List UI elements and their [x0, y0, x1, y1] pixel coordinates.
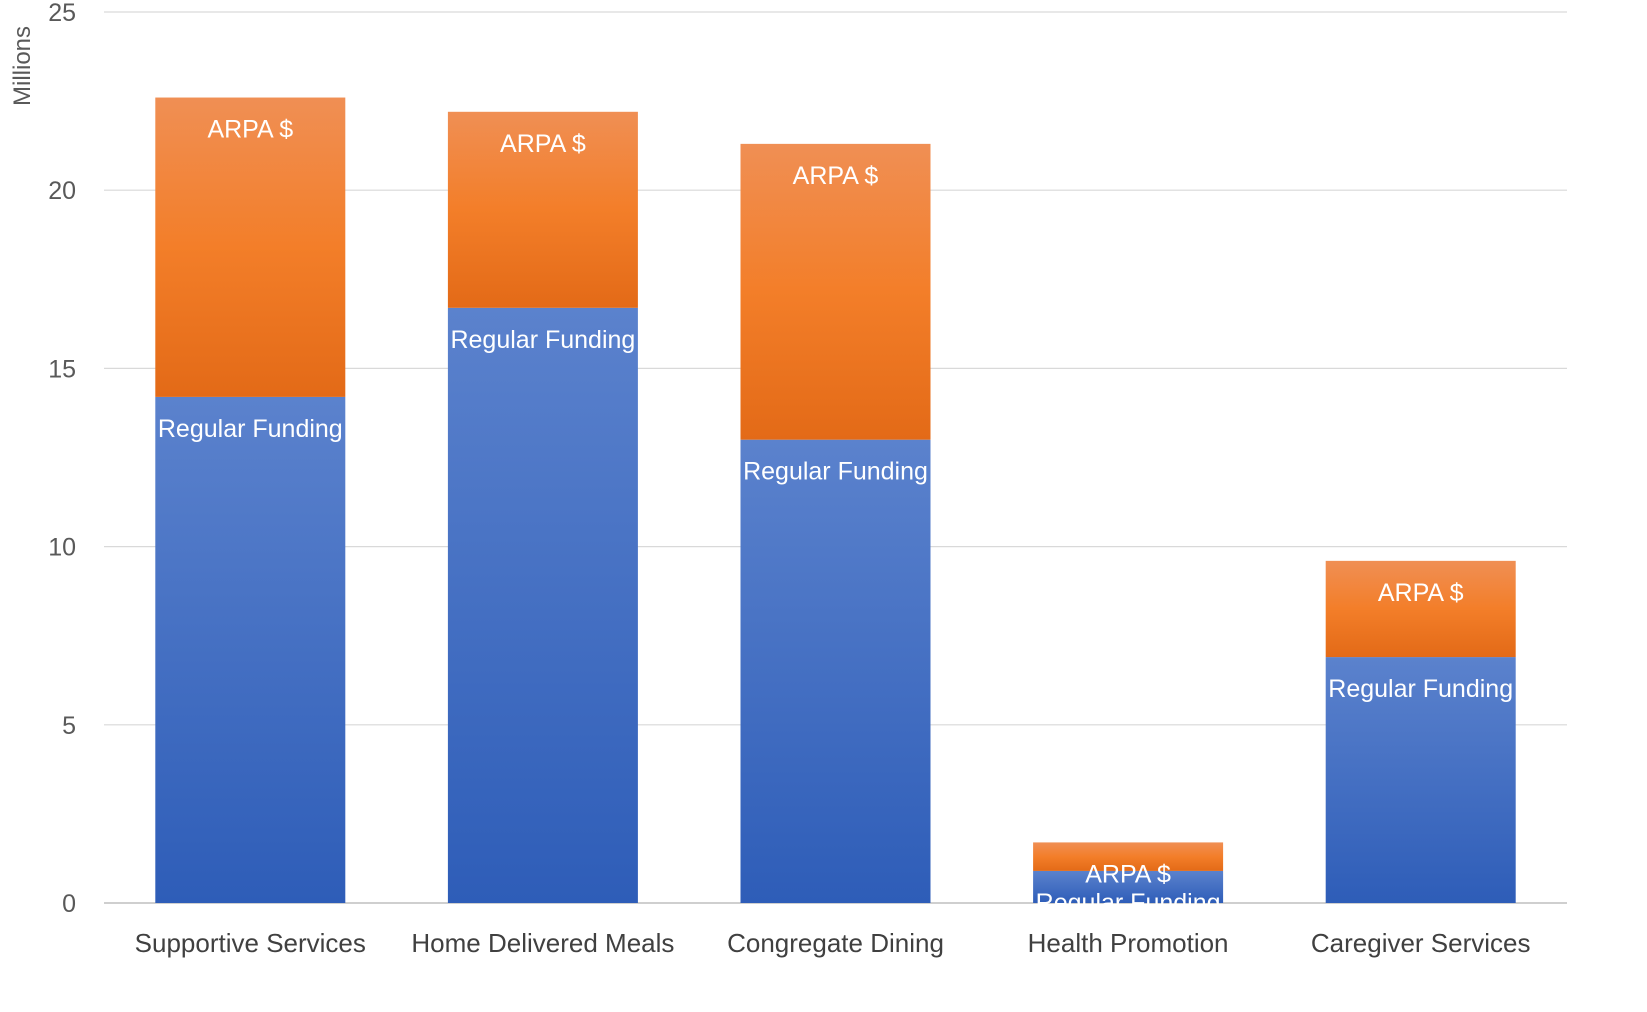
bar-segment	[740, 439, 931, 903]
data-label: Regular Funding	[1328, 675, 1513, 703]
bar-segment	[447, 111, 638, 308]
y-axis: 0 5 10 15 20 25 Supportive Services Home Delive…	[48, 0, 1530, 958]
data-label: ARPA $	[1085, 860, 1171, 888]
x-tick-label: Home Delivered Meals	[411, 928, 674, 958]
bar-segment	[155, 396, 346, 903]
data-label: Regular Funding	[158, 415, 343, 443]
bar-segment	[1033, 870, 1224, 903]
y-tick-label: 0	[62, 890, 76, 918]
data-label: ARPA $	[793, 162, 879, 190]
bar-segment	[1325, 657, 1516, 903]
bar-segment	[740, 143, 931, 440]
x-tick-label: Supportive Services	[135, 928, 366, 958]
data-label: ARPA $	[500, 130, 586, 158]
y-tick-label: 10	[48, 534, 76, 562]
bar-segment	[1325, 560, 1516, 658]
bar-segment	[447, 307, 638, 903]
y-axis-title: Millions	[9, 26, 36, 106]
bar-segment	[155, 97, 346, 397]
bar-segment	[1033, 842, 1224, 871]
x-tick-label: Caregiver Services	[1311, 928, 1531, 958]
y-tick-label: 5	[62, 712, 76, 740]
data-label: Regular Funding	[743, 458, 928, 486]
x-tick-label: Congregate Dining	[727, 928, 944, 958]
data-label: ARPA $	[207, 116, 293, 144]
data-label: Regular Funding	[1036, 889, 1221, 917]
y-tick-label: 20	[48, 177, 76, 205]
data-label: ARPA $	[1378, 579, 1464, 607]
x-tick-label: Health Promotion	[1028, 928, 1229, 958]
y-tick-label: 15	[48, 355, 76, 383]
data-label: Regular Funding	[450, 326, 635, 354]
bars	[155, 97, 1516, 903]
y-tick-label: 25	[48, 0, 76, 27]
